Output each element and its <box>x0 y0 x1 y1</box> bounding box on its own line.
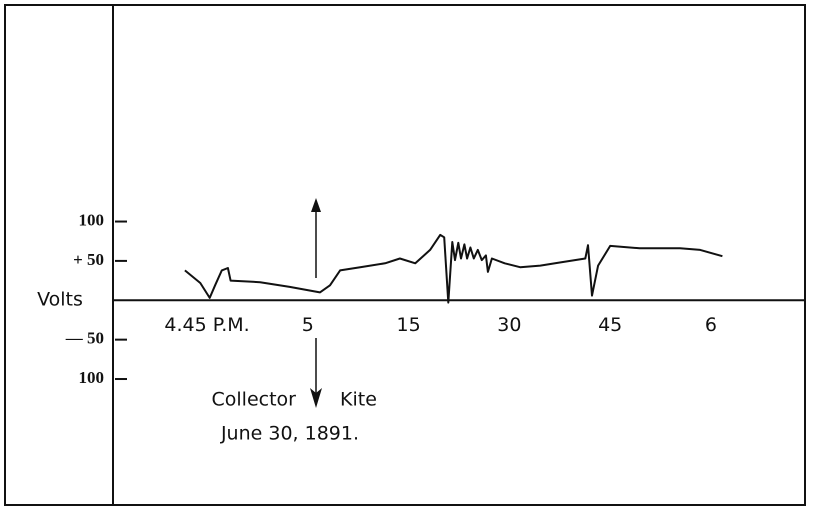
annotation: June 30, 1891. <box>220 423 359 445</box>
x-tick-label: 6 <box>705 314 717 336</box>
frame <box>4 4 806 506</box>
data-line <box>184 233 723 304</box>
y-axis-label: Volts <box>37 289 83 311</box>
annotation: Collector <box>212 389 297 411</box>
y-tick-label: + 50 <box>73 250 104 269</box>
annotation: Kite <box>340 389 377 411</box>
x-tick-label: 15 <box>397 314 421 336</box>
y-tick-label: — 50 <box>65 329 104 348</box>
x-tick-label: 5 <box>302 314 314 336</box>
arrowhead <box>311 198 321 212</box>
y-tick-label: 100 <box>79 368 105 387</box>
y-tick-label: 100 <box>79 210 105 229</box>
arrowhead <box>310 388 322 408</box>
arrows <box>310 198 322 408</box>
x-tick-label: 30 <box>497 314 521 336</box>
x-tick-label: 45 <box>598 314 622 336</box>
x-tick-label: 4.45 P.M. <box>164 314 249 336</box>
